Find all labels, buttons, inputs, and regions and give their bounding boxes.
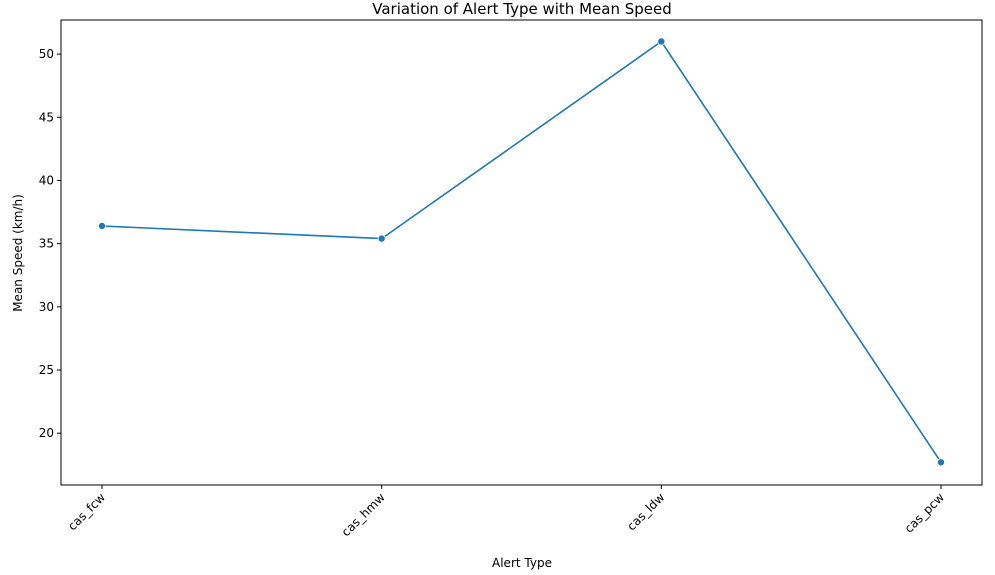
x-tick-label: cas_hmw	[339, 490, 388, 539]
x-tick-label: cas_pcw	[902, 490, 948, 536]
y-tick-label: 25	[39, 363, 54, 377]
series-line	[101, 40, 942, 463]
y-tick-label: 45	[39, 110, 54, 124]
data-point	[657, 37, 666, 46]
y-tick-label: 20	[39, 426, 54, 440]
chart-title: Variation of Alert Type with Mean Speed	[372, 0, 672, 18]
y-tick-label: 35	[39, 237, 54, 251]
y-axis-label: Mean Speed (km/h)	[11, 194, 25, 312]
series-layer	[98, 37, 946, 467]
data-point	[937, 458, 946, 467]
data-point	[377, 234, 386, 243]
x-axis: cas_fcw cas_hmw cas_ldw cas_pcw	[65, 485, 947, 539]
y-axis: 20 25 30 35 40 45 50	[39, 47, 61, 440]
plot-area	[60, 19, 983, 486]
y-tick-label: 50	[39, 47, 54, 61]
y-tick-label: 30	[39, 300, 54, 314]
x-axis-label: Alert Type	[492, 556, 552, 570]
x-tick-label: cas_ldw	[624, 490, 667, 533]
x-tick-label: cas_fcw	[65, 490, 108, 533]
data-point	[98, 221, 107, 230]
y-tick-label: 40	[39, 173, 54, 187]
